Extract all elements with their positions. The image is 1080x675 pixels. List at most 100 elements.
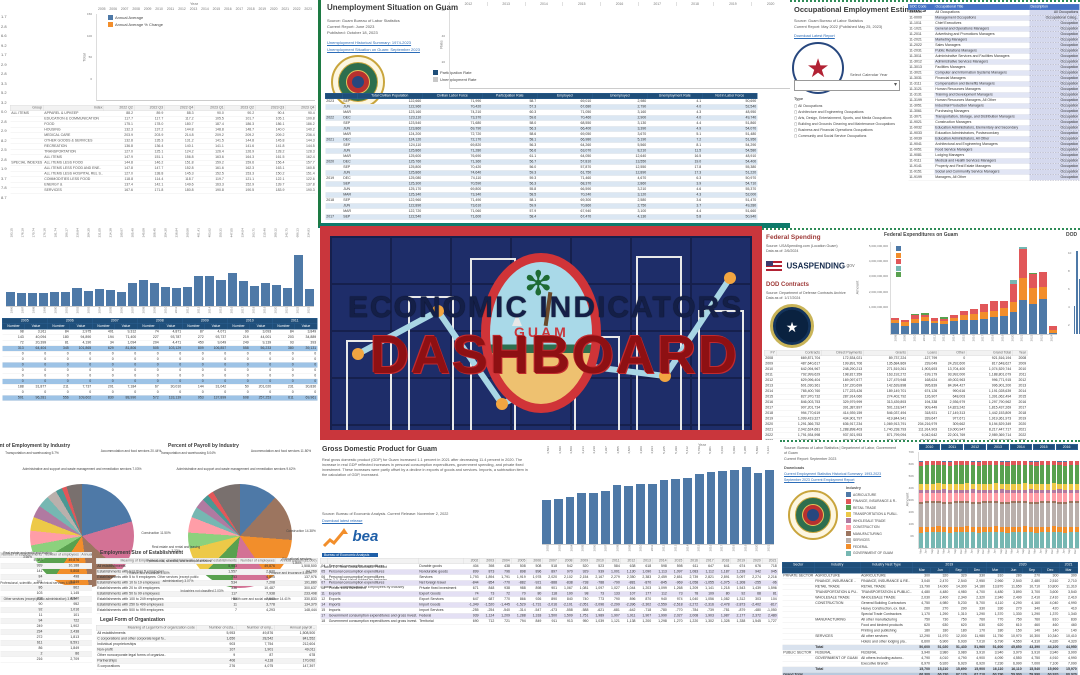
permits-table[interactable]: 2005 2006 2007 2008 2009 2010 2011 Number Value N… (2, 318, 318, 438)
panel-title: Occupational Employment Estimates (794, 5, 927, 14)
table-row: JUN 125,860 74,640 59.3 61,750 12,890 17.3 51,2… (325, 170, 758, 176)
pie-callout-label: Other services (except public administra… (157, 575, 199, 583)
legend-swatch (846, 524, 851, 530)
employment-month-axis: Mar Jun Sep Dec Mar Jun Sep Dec Mar Jun Sep Dec Mar J… (919, 549, 1077, 554)
pie-callout-label: Educational services 1.84% (282, 557, 312, 565)
table-row: 2011 792,999,629 198,817,359 163,192,272 -19… (764, 372, 1028, 378)
establishment-title: Employment Size of Establishment (100, 550, 184, 556)
table-row: MAR 124,200 72,720 58.6 69,050 3,670 5.1 51,480 (325, 131, 758, 138)
legend-swatch (896, 265, 901, 271)
table-row: Establishments with 250 to 499 employees… (96, 602, 318, 608)
table-row: 11-1011 Chief Executives Occupation (908, 20, 1080, 27)
legend-label: RETAIL TRADE (853, 505, 877, 510)
legal-form-title: Legal Form of Organization (100, 617, 166, 623)
current-report-link[interactable]: September 2023 Current Employment Report (784, 478, 855, 482)
table-row: 05 Personal consumption expenditures Nondu… (320, 569, 778, 575)
download-release-link[interactable]: Download latest release (322, 519, 363, 523)
table-row: 11-3013 Facilities Managers Occupation (908, 64, 1080, 71)
unemployment-table[interactable]: Total Civilian Population Civilian Labor … (325, 93, 787, 220)
pie-callout-label: Other services (except public administra… (3, 597, 77, 601)
table-row: RETAIL TRADE RETAIL TRADE 13,790 14,000 14,3… (782, 584, 1078, 590)
usaspending-suffix: .gov (845, 262, 855, 269)
occupation-type-item[interactable]: ▢ All Occupations (794, 104, 823, 108)
dod-mini-yticks: 10 8 6 4 2 (1068, 251, 1072, 327)
download-report-link[interactable]: Download Latest Report (794, 34, 835, 38)
table-row: 11-3061 Purchasing Managers Occupation (908, 108, 1080, 115)
table-row: FINANCE, INSURANCE .. FINANCE, INSURANCE … (782, 578, 1078, 585)
table-row: 11-3111 Compensation and Benefits Manager… (908, 81, 1080, 87)
table-row: 11-9111 Medical and Health Services Manag… (908, 158, 1080, 164)
table-header-row: Mar Jun Sep Dec Mar Jun Sep Dec Mar (782, 567, 1078, 574)
federal-table[interactable]: FY Contracts Direct Payments Grants Loans Oth… (764, 350, 1078, 442)
table-row: 2017 SEP 122,540 71,600 58.4 67,470 4,130 5.8 50… (325, 214, 758, 220)
establishment-table[interactable]: Meaning of Employment size of establishm… (96, 558, 318, 614)
legend-label: Annual Average (115, 15, 144, 20)
table-row: 861,84975,975 (0, 645, 92, 652)
gdp-table[interactable]: 2002 2003 2004 2005 2006 2007 2008 2009 2010 2011… (320, 558, 778, 673)
table-row: 2021 2,042,624,681 1,288,898,403 1,740,238,… (764, 427, 1028, 433)
bea-logo: bea Bureau of Economic Analysis U.S. DEP… (322, 528, 379, 561)
legal-form-table[interactable]: Meaning of Legal form of organization co… (96, 625, 318, 673)
cropped-industry-table[interactable]: Number of establishments Number of employ… (0, 552, 92, 675)
occupation-type-item[interactable]: ▢ Business and Financial Operations Occu… (794, 128, 873, 132)
occupation-type-list[interactable]: ▢ All Occupations ▢ Architecture and Engi… (794, 103, 904, 139)
historical-summary-link[interactable]: Current Employment Statistics Historical… (784, 472, 882, 476)
legend-swatch (846, 544, 851, 549)
table-row: SEP 123,540 71,680 58.0 68,550 3,130 4.4 51,860 (325, 120, 758, 127)
table-row: TRANSPORTATION & PU.. TRANSPORTATION & PU… (782, 589, 1078, 596)
historical-summary-link[interactable]: Unemployment Historical Summary: 1974-20… (327, 40, 412, 45)
cpi-bar-chart (96, 14, 315, 101)
table-row: Special Trade Contractors 1,170 1,290 1,310… (782, 611, 1078, 618)
table-row: C corporations and other corporate legal… (96, 636, 317, 642)
table-row: 313 64,404 345 101,865 629 81,806 505 103,129 80… (2, 345, 318, 352)
table-row: SEP 124,110 69,820 56.3 64,260 5,560 8.1 54,290 (325, 142, 758, 149)
occupational-table[interactable]: SOC Code Occupational Title Description 00-… (908, 4, 1080, 230)
table-row: S corporations 276 4,075 147,397 (96, 663, 317, 670)
table-row: PUBLIC SECTOR FEDERAL FEDERAL 3,940 3,980 3,9… (782, 650, 1078, 656)
table-row: 11-2011 Advertising and Promotions Manage… (908, 31, 1080, 38)
occupation-type-item[interactable]: ▢ Building and Grounds Cleaning and Main… (794, 122, 895, 126)
table-row: SERVICES All other services 12,290 11,970 12… (782, 633, 1078, 640)
table-row: 11-3071 Transportation, Storage, and Dist… (908, 114, 1080, 120)
table-row: MAR 123,160 74,210 60.3 71,050 3,160 4.3 48,950 (325, 109, 758, 116)
legend-label: FEDERAL (853, 544, 869, 549)
table-row: 11-9199 Managers, All Other Occupation (908, 174, 1080, 181)
table-row: ENERGY & 137.4 142.1 149.6 163.3 152.9 139.7 13… (10, 182, 316, 188)
table-row: MANUFACTURING All other manufacturing 750 7… (782, 617, 1078, 623)
table-row: 11-3031 Financial Managers Occupation (908, 75, 1080, 82)
table-row: 188 31,877 211 7,737 201 7,184 67 30,010 144 31,0… (2, 384, 318, 390)
federal-ytick-labels: 5,000,000,000 4,000,000,000 3,000,000,000 2… (868, 244, 888, 309)
occupation-type-item[interactable]: ▢ Community and Social Service Occupatio… (794, 134, 867, 138)
table-row: 11-9141 Property and Real Estate Managers… (908, 163, 1080, 170)
payroll-pie-title: Percent of Payroll by Industry (168, 443, 239, 449)
source-line: Current Report: September 2023 (784, 457, 837, 461)
table-row: Establishments with 10 to 19 employees 53… (96, 580, 318, 586)
pie-callout-label: Health care and social assistance 14.41% (231, 597, 291, 601)
table-row: 11-9041 Architectural and Engineering Man… (908, 141, 1080, 148)
current-report-link[interactable]: Unemployment Situation on Guam: Septembe… (327, 47, 420, 52)
cpi-table[interactable]: Group Index 2022 Q2 2022 Q3 2022 Q4 2023 Q1 20… (10, 105, 316, 226)
table-row: 2019 1,099,419,327 434,901,797 419,844,941 3… (764, 416, 1028, 422)
type-filter-label: Type (794, 96, 804, 101)
occupation-type-item[interactable]: ▢ Arts, Design, Entertainment, Sports, a… (794, 116, 892, 120)
table-row: 11-3011 Administrative Services and Facil… (908, 53, 1080, 60)
table-row: RECREATION 136.8 136.4 140.1 141.1 141.6 141.8… (10, 143, 316, 150)
table-row: 2020 1,291,366,752 636,917,234 1,069,913,79… (764, 421, 1028, 428)
table-row: SERVICES 167.6 171.8 180.8 190.8 190.5 183.9 19… (10, 187, 316, 194)
legend-swatch (846, 518, 851, 523)
table-row: Hotels and other lodging pla.. 6,600 6,900… (782, 639, 1078, 645)
cpi-ytick-labels: 150 100 50 0 (86, 12, 92, 81)
legend-label: AGRICULTURE (853, 492, 877, 497)
table-row: SPECIAL INDEXES ALL ITEMS LESS FOOD 144.8 1… (10, 160, 316, 166)
occupation-type-item[interactable]: ▢ Architecture and Engineering Occupatio… (794, 110, 864, 114)
pie-callout-label: Accommodation and food services 20.44% (100, 449, 162, 453)
table-row: 11-1021 General and Operations Managers Oc… (908, 26, 1080, 32)
pie-callout-label: Transportation and warehousing 5.7% (5, 451, 59, 455)
employment-table[interactable]: Sector Industry Industry Nest Type 2019 2020… (782, 562, 1078, 675)
gdp-value-labels: 3,594 3,699 3,869 4,213 4,239 4,397 4,855 4,826… (545, 446, 771, 454)
calendar-year-dropdown[interactable]: ▾ (794, 80, 900, 91)
